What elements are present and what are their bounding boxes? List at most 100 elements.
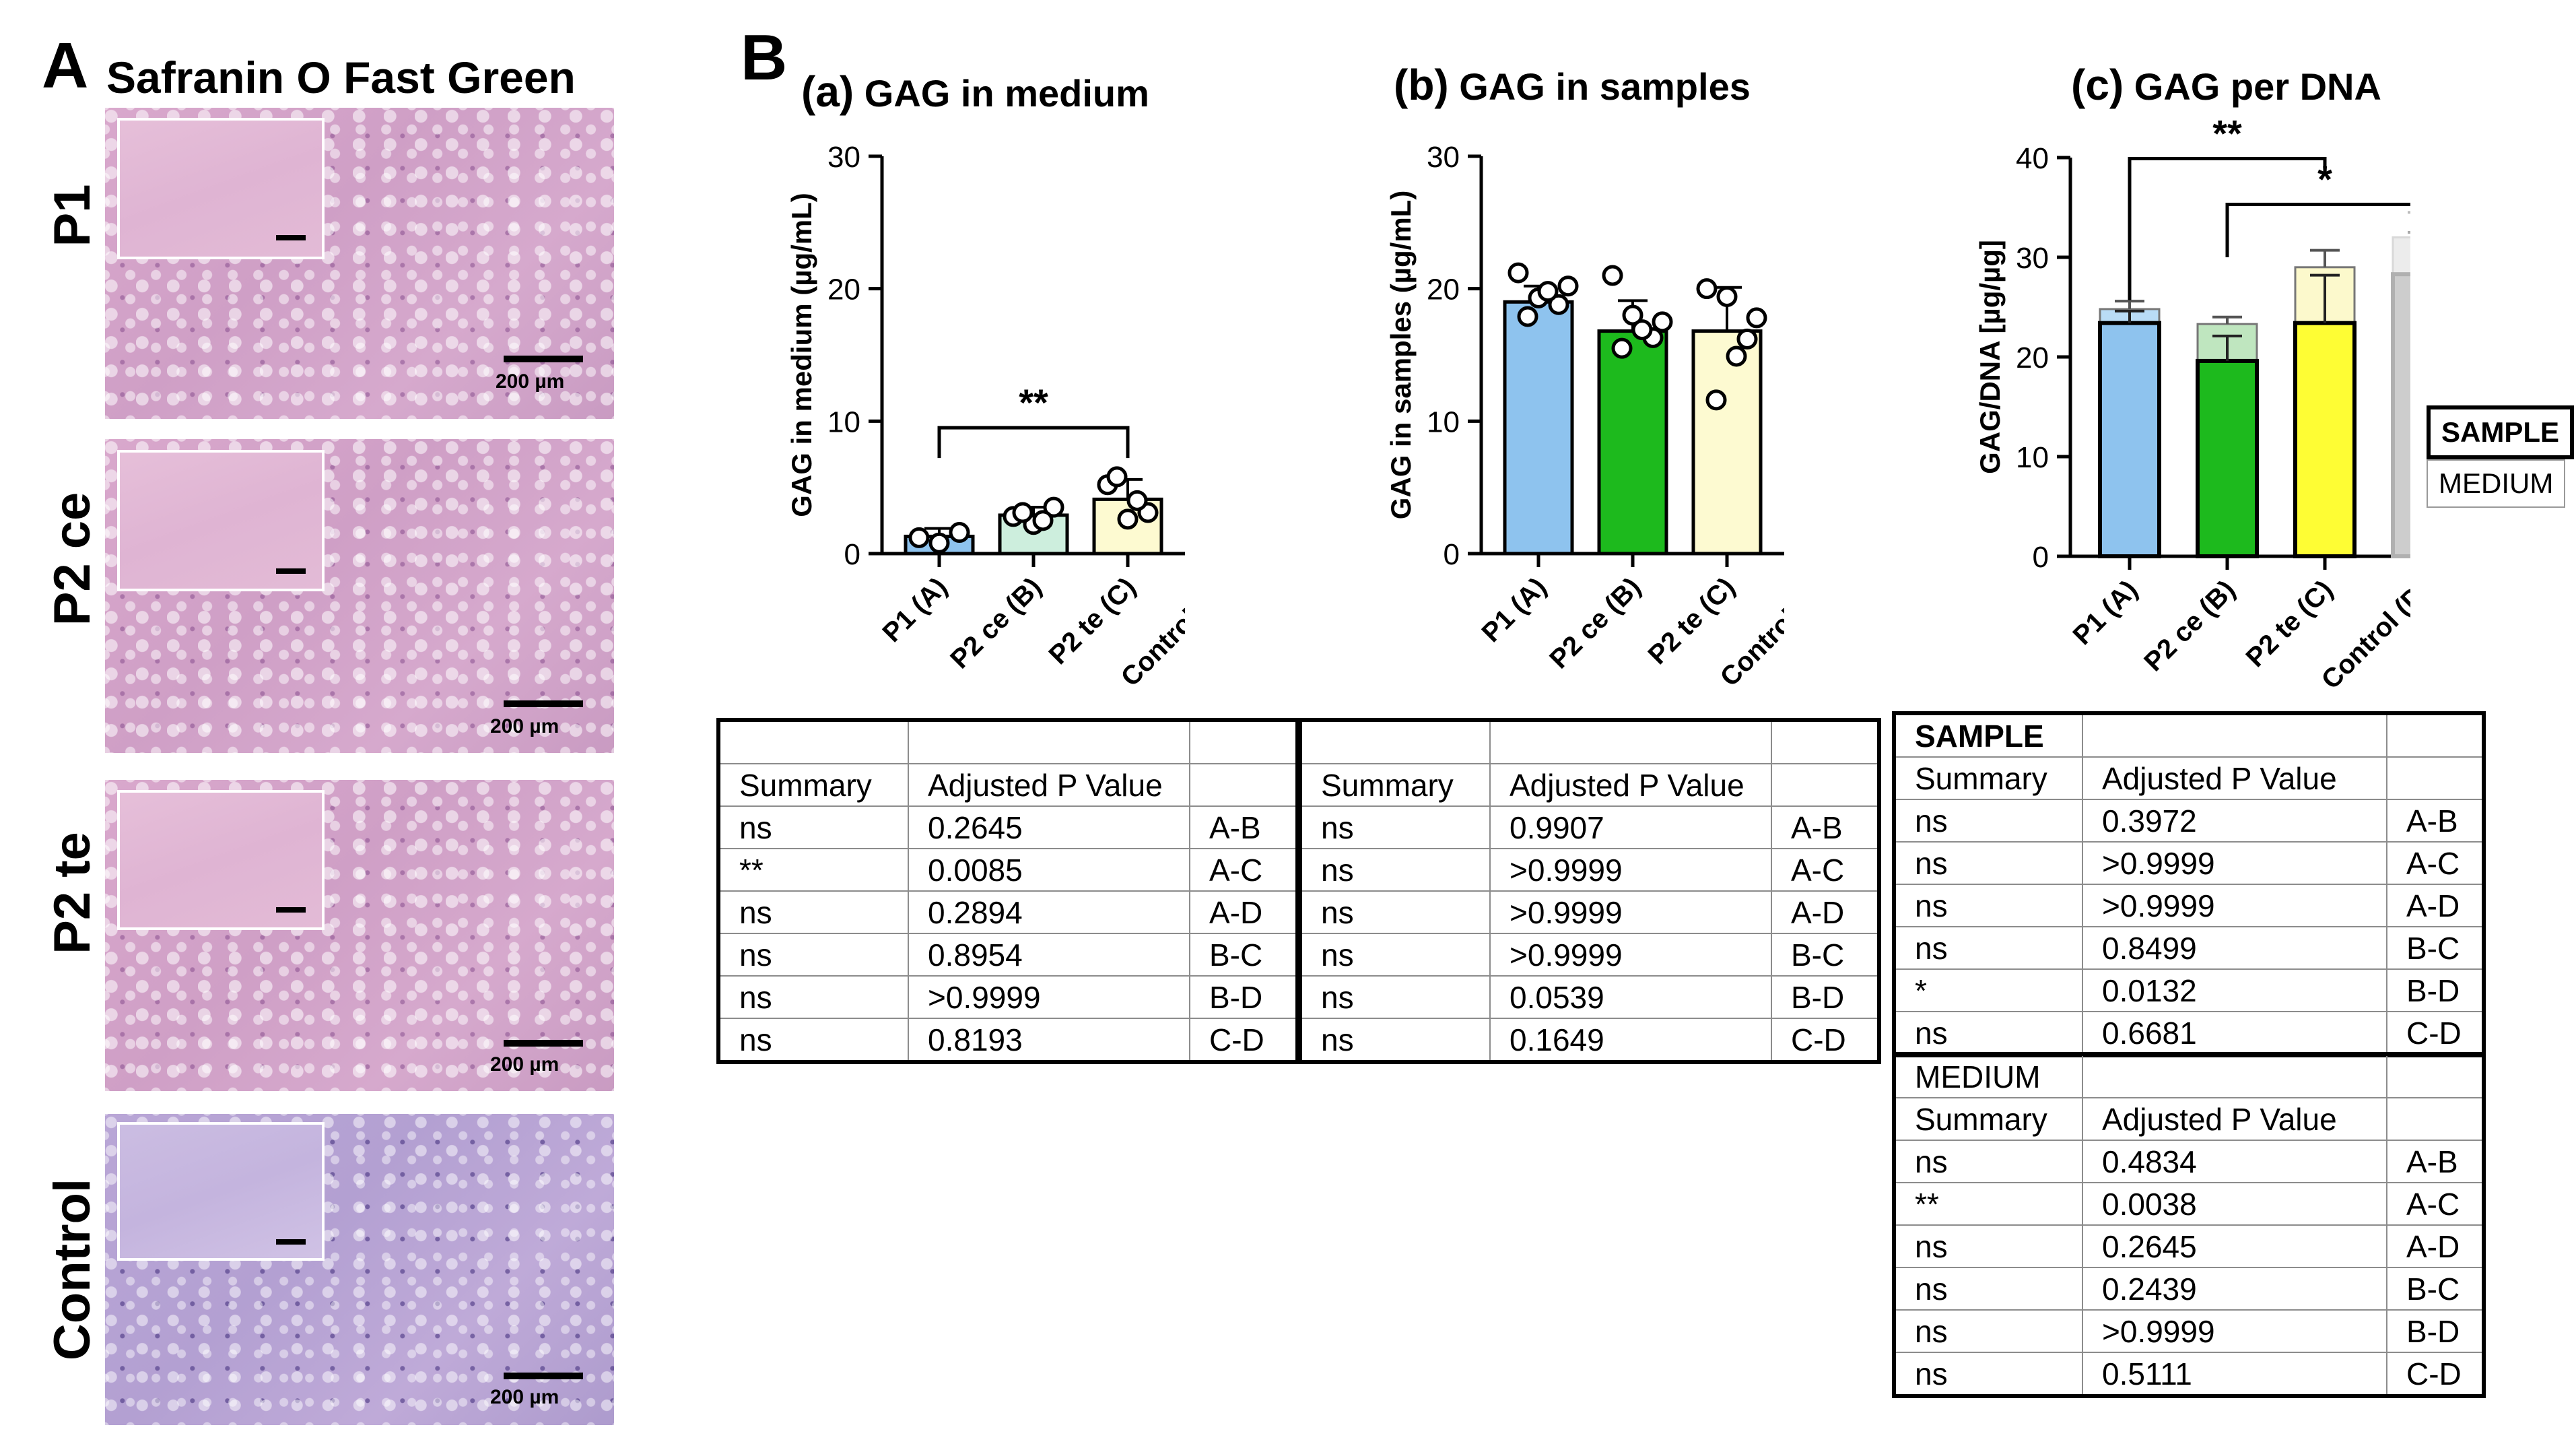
chart-a-title-text: GAG in medium: [864, 72, 1149, 114]
data-point: [1716, 286, 1738, 307]
chart-c-title-text: GAG per DNA: [2134, 65, 2381, 108]
micrograph-control: 200 µm: [105, 1114, 614, 1425]
row-comparison: C-D: [2386, 1011, 2484, 1056]
row-summary: ns: [1893, 926, 2083, 970]
chart-c-label: (c): [2071, 61, 2124, 109]
y-tick-label: 20: [1427, 273, 1460, 306]
inset-scale-bar: [276, 568, 306, 574]
row-summary: ns: [1893, 799, 2083, 843]
chart-a-title: (a) GAG in medium: [801, 70, 1149, 113]
table-row: * 0.0132 B-D: [1893, 968, 2484, 1012]
row-label-p1: P1: [44, 184, 101, 247]
x-tick-label: P1 (A): [2068, 574, 2144, 651]
bar-sample: [2196, 358, 2259, 558]
table-header-row: Summary Adjusted P Value: [1893, 756, 2484, 800]
table-row: ns >0.9999 A-D: [1299, 890, 1880, 934]
x-tick-label: P2 te (C): [2241, 574, 2339, 673]
scale-bar: [504, 1373, 583, 1379]
table-blank-row: [718, 719, 1298, 764]
y-tick-label: 20: [827, 273, 860, 306]
row-comparison: C-D: [1771, 1018, 1880, 1063]
y-tick-label: 40: [2016, 142, 2049, 175]
scale-bar-label: 200 µm: [490, 715, 560, 737]
significance-bracket: [937, 426, 1130, 459]
row-summary: ns: [718, 890, 909, 934]
row-summary: **: [718, 848, 909, 892]
y-tick-label: 0: [1444, 538, 1460, 571]
scale-bar: [504, 700, 583, 707]
scale-bar: [504, 1040, 583, 1047]
row-p-value: 0.5111: [2082, 1352, 2387, 1397]
x-tick-label: P2 te (C): [1643, 572, 1741, 670]
data-point: [1696, 278, 1718, 300]
significance-label: **: [1019, 381, 1048, 424]
y-tick-label: 30: [827, 141, 860, 174]
y-tick-label: 30: [1427, 141, 1460, 174]
row-p-value: 0.0085: [908, 848, 1190, 892]
header-adjusted-p: Adjusted P Value: [1489, 763, 1772, 807]
data-point: [1652, 311, 1673, 333]
y-tick-label: 30: [2016, 242, 2049, 275]
y-tick-label: 10: [827, 405, 860, 438]
row-summary: ns: [718, 1018, 909, 1063]
chart-a: 0 10 20 30 GAG in medium (µg/mL) P1 (A)P2 ce …: [786, 141, 1185, 692]
table-row: ns >0.9999 B-D: [718, 975, 1298, 1019]
row-p-value: 0.2645: [908, 805, 1190, 849]
row-p-value: 0.2645: [2082, 1224, 2387, 1268]
row-summary: ns: [1299, 1018, 1491, 1063]
data-point: [1611, 337, 1633, 359]
data-point: [1106, 466, 1128, 488]
table-header-row: Summary Adjusted P Value: [718, 763, 1298, 807]
scale-bar-label: 200 µm: [490, 1053, 560, 1076]
row-comparison: B-D: [1189, 975, 1298, 1019]
row-comparison: A-C: [1771, 848, 1880, 892]
micrograph-p2te: 200 µm: [105, 780, 614, 1091]
significance-bracket: [2128, 156, 2327, 300]
y-axis-label: GAG in samples (µg/mL): [1385, 191, 1417, 520]
table-title-row: SAMPLE: [1893, 713, 2484, 758]
row-comparison: B-C: [1771, 933, 1880, 977]
table-row: ns >0.9999 A-C: [1893, 841, 2484, 885]
table-title: MEDIUM: [1893, 1053, 2083, 1098]
data-point: [1602, 265, 1623, 286]
row-comparison: A-C: [1189, 848, 1298, 892]
table-header-row: Summary Adjusted P Value: [1299, 763, 1880, 807]
micrograph-p2ce: 200 µm: [105, 439, 614, 753]
table-row: ns >0.9999 B-C: [1299, 933, 1880, 977]
pvalue-table-c-sample: SAMPLE Summary Adjusted P Value ns 0.3972…: [1892, 711, 2486, 1057]
chart-b-title-text: GAG in samples: [1459, 65, 1751, 108]
data-point: [1548, 294, 1569, 315]
table-row: ns 0.2439 B-C: [1893, 1267, 2484, 1311]
data-point: [1631, 319, 1653, 341]
chart-b-label: (b): [1394, 61, 1449, 109]
data-point: [949, 522, 970, 543]
table-row: ns 0.6681 C-D: [1893, 1011, 2484, 1056]
row-summary: ns: [1893, 1011, 2083, 1056]
significance-label: **: [2212, 114, 2242, 154]
row-p-value: 0.2894: [908, 890, 1190, 934]
table-row: ns >0.9999 A-C: [1299, 848, 1880, 892]
x-tick-label: P2 ce (B): [945, 572, 1047, 674]
data-point: [1557, 275, 1579, 297]
x-tick-label: P2 ce (B): [2138, 574, 2241, 677]
row-p-value: >0.9999: [2082, 841, 2387, 885]
y-tick-label: 0: [2033, 541, 2049, 574]
bar: [1597, 329, 1668, 556]
row-p-value: >0.9999: [2082, 884, 2387, 927]
table-row: ns 0.3972 A-B: [1893, 799, 2484, 843]
row-p-value: 0.8954: [908, 933, 1190, 977]
header-summary: Summary: [1893, 1097, 2083, 1141]
row-summary: ns: [1893, 1309, 2083, 1353]
table-row: ns >0.9999 A-D: [1893, 884, 2484, 927]
chart-c: 0 10 20 30 40 GAG/DNA [µg/µg] P1 (A)P2 ce (B) P…: [1974, 114, 2410, 695]
chart-b: 0 10 20 30 GAG in samples (µg/mL) P1 (A)P2 ce…: [1385, 141, 1784, 692]
row-comparison: A-D: [2386, 1224, 2484, 1268]
row-summary: ns: [718, 933, 909, 977]
data-point: [1705, 389, 1727, 411]
table-row: ns 0.5111 C-D: [1893, 1352, 2484, 1397]
header-adjusted-p: Adjusted P Value: [908, 763, 1190, 807]
table-blank-row: [1299, 719, 1880, 764]
row-comparison: C-D: [2386, 1352, 2484, 1397]
table-row: ns 0.8193 C-D: [718, 1018, 1298, 1063]
chart-c-title: (c) GAG per DNA: [2071, 63, 2381, 106]
